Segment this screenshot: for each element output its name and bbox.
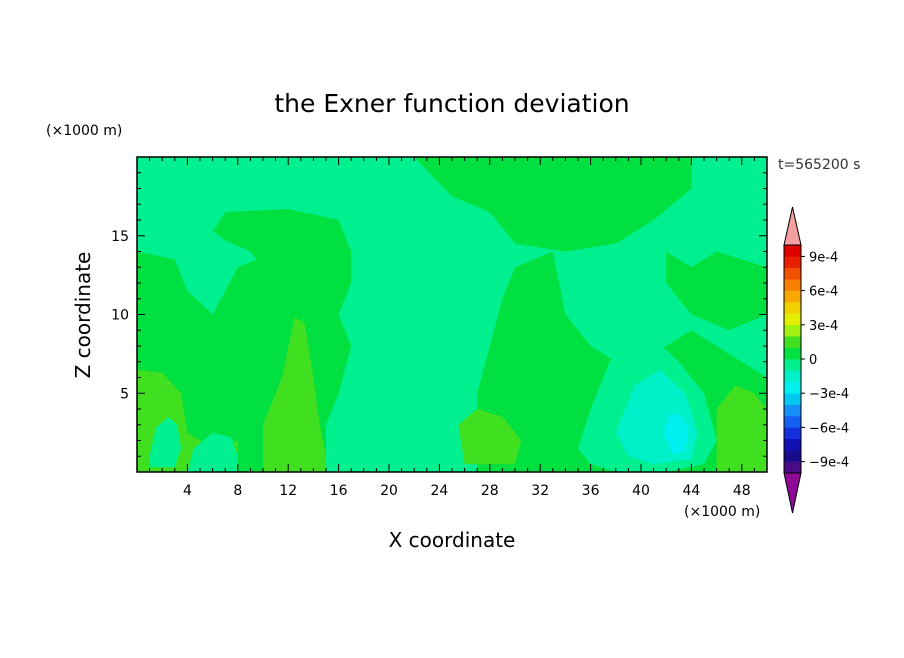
colorbar-tick-label: 3e-4 (809, 319, 838, 334)
colorbar-swatch (784, 416, 801, 428)
contour-region-mid-left-yellowgreen (263, 317, 326, 472)
colorbar-swatch (784, 381, 801, 394)
y-unit-label: (×1000 m) (46, 123, 122, 139)
contour-region-right-mid-positive (666, 251, 767, 331)
colorbar-tick-label: 0 (809, 353, 817, 368)
colorbar-swatch (784, 427, 801, 440)
y-tick-label: 15 (111, 229, 129, 245)
colorbar-over-arrow (783, 206, 802, 246)
colorbar: 9e-4 6e-4 3e-4 0 −3e-4 −6e-4 −9e-4 (783, 206, 849, 514)
x-tick-label: 20 (380, 483, 398, 499)
contour-region-right-negative-core (663, 413, 689, 455)
contour-region-left-bottom-negative (187, 432, 238, 472)
y-tick-label: 10 (111, 308, 129, 324)
x-tick-label: 40 (632, 483, 650, 499)
colorbar-swatch (784, 450, 801, 462)
contour-regions (137, 157, 767, 472)
colorbar-swatch (784, 359, 801, 371)
y-axis-title: Z coordinate (71, 252, 95, 379)
colorbar-swatch (784, 370, 801, 383)
colorbar-swatch (784, 438, 801, 451)
colorbar-swatch (784, 302, 801, 314)
colorbar-swatch (784, 256, 801, 269)
contour-region-top-mid-positive (414, 157, 692, 252)
x-tick-label: 28 (481, 483, 499, 499)
colorbar-swatch (784, 245, 801, 257)
x-tick-label: 24 (430, 483, 448, 499)
colorbar-swatch (784, 267, 801, 280)
x-tick-label: 4 (183, 483, 192, 499)
x-tick-label: 48 (733, 483, 751, 499)
x-axis-title: X coordinate (389, 528, 516, 552)
time-label: t=565200 s (778, 157, 860, 173)
contour-region-upper-mid-positive (212, 209, 352, 315)
contour-region-mid-yellowgreen (458, 409, 522, 465)
x-tick-label: 16 (330, 483, 348, 499)
y-axis: 5 10 15 (111, 172, 767, 457)
contour-region-mid-negative (338, 393, 415, 457)
colorbar-swatch (784, 347, 801, 360)
chart-title: the Exner function deviation (274, 89, 629, 118)
colorbar-tick-label: −9e-4 (809, 456, 849, 471)
x-tick-label: 44 (682, 483, 700, 499)
colorbar-swatch (784, 324, 801, 337)
colorbar-swatch (784, 461, 801, 474)
colorbar-swatch (784, 313, 801, 326)
colorbar-tick-label: 6e-4 (809, 285, 838, 300)
colorbar-tick-label: −6e-4 (809, 421, 849, 436)
x-axis: 4 8 12 16 20 24 28 32 36 40 44 48 (149, 157, 755, 499)
contour-region-left-negative (149, 416, 182, 468)
x-unit-label: (×1000 m) (684, 504, 760, 520)
x-tick-label: 32 (531, 483, 549, 499)
x-tick-label: 8 (233, 483, 242, 499)
colorbar-swatch (784, 336, 801, 348)
colorbar-swatch (784, 393, 801, 405)
colorbar-swatch (784, 404, 801, 417)
colorbar-under-arrow (783, 472, 802, 514)
colorbar-swatch (784, 279, 801, 291)
colorbar-tick-label: −3e-4 (809, 387, 849, 402)
colorbar-tick-label: 9e-4 (809, 250, 838, 265)
x-tick-label: 36 (582, 483, 600, 499)
contour-region-right-yellowgreen (716, 385, 767, 472)
x-tick-label: 12 (279, 483, 297, 499)
y-tick-label: 5 (120, 386, 129, 402)
colorbar-swatch (784, 290, 801, 303)
